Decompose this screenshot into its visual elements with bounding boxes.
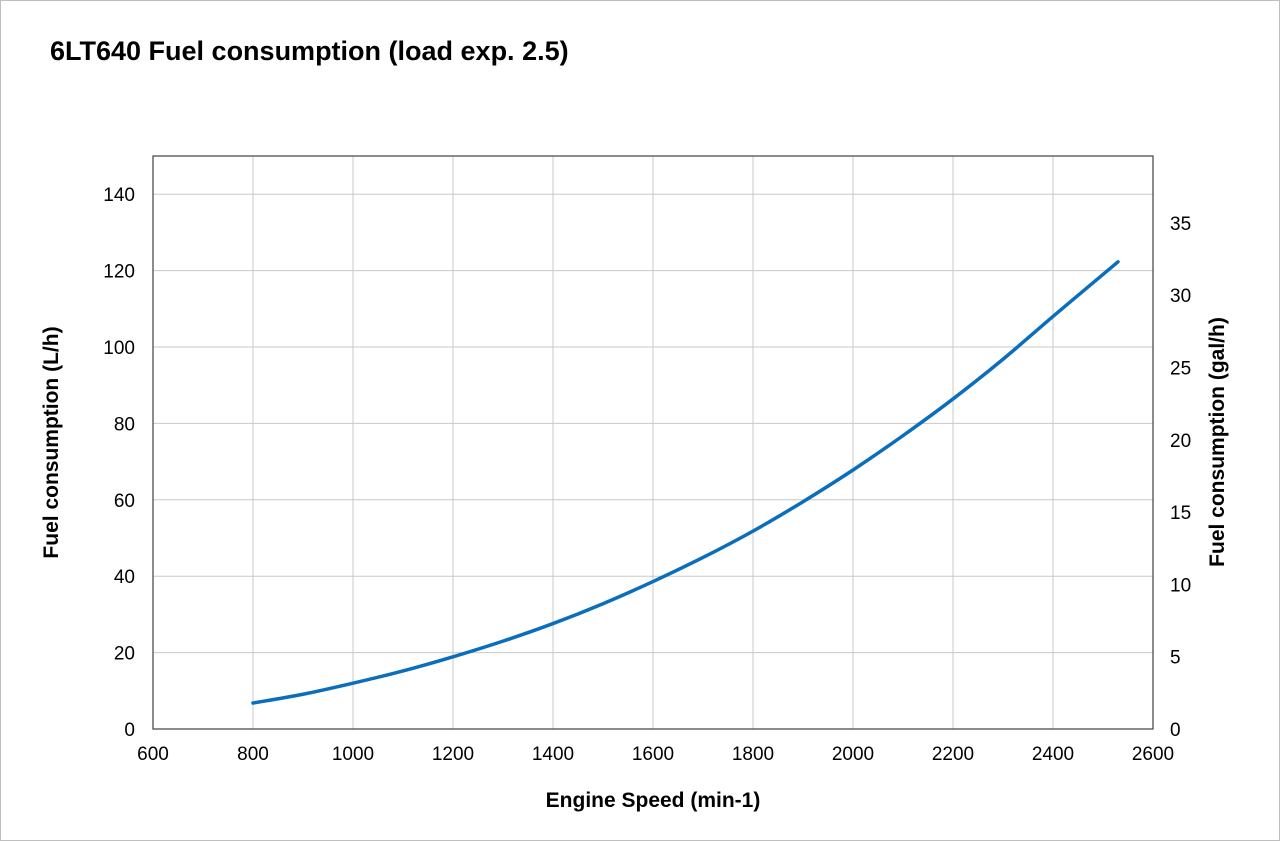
y-tick-label: 140 xyxy=(103,185,135,206)
fuel-consumption-line xyxy=(251,260,1120,705)
x-tick-label: 1800 xyxy=(732,744,774,765)
x-tick-label: 1000 xyxy=(332,744,374,765)
y2-tick-label: 15 xyxy=(1170,503,1191,524)
y2-tick-label: 0 xyxy=(1170,720,1181,741)
grid-lines xyxy=(152,156,1154,730)
y-tick-label: 120 xyxy=(103,262,135,283)
x-tick-label: 800 xyxy=(237,744,269,765)
y-tick-label: 20 xyxy=(114,644,135,665)
x-axis-label: Engine Speed (min-1) xyxy=(546,789,761,812)
y2-tick-label: 35 xyxy=(1170,214,1191,235)
x-tick-label: 2400 xyxy=(1032,744,1074,765)
y2-tick-label: 20 xyxy=(1170,431,1191,452)
y2-tick-label: 30 xyxy=(1170,286,1191,307)
series-group xyxy=(251,260,1120,705)
y2-tick-labels: 0 5 10 15 20 25 30 35 xyxy=(1170,214,1191,741)
x-tick-label: 600 xyxy=(137,744,169,765)
x-tick-label: 2200 xyxy=(932,744,974,765)
y2-tick-label: 25 xyxy=(1170,359,1191,380)
y-axis-label: Fuel consumption (L/h) xyxy=(40,326,63,558)
x-tick-label: 1200 xyxy=(432,744,474,765)
y-tick-label: 80 xyxy=(114,414,135,435)
y-tick-label: 100 xyxy=(103,338,135,359)
y2-tick-label: 10 xyxy=(1170,575,1191,596)
x-tick-label: 1400 xyxy=(532,744,574,765)
chart-title: 6LT640 Fuel consumption (load exp. 2.5) xyxy=(50,36,569,66)
x-tick-label: 2000 xyxy=(832,744,874,765)
y-tick-labels: 0 20 40 60 80 100 120 140 xyxy=(103,185,135,741)
x-tick-label: 2600 xyxy=(1132,744,1174,765)
y-tick-label: 0 xyxy=(124,720,135,741)
x-tick-label: 1600 xyxy=(632,744,674,765)
x-tick-labels: 600 800 1000 1200 1400 1600 1800 2000 2200 2400 26… xyxy=(137,744,1174,765)
plot-border xyxy=(152,155,1154,730)
y2-axis-label: Fuel consumption (gal/h) xyxy=(1206,317,1229,567)
y-tick-label: 40 xyxy=(114,567,135,588)
y2-tick-label: 5 xyxy=(1170,648,1181,669)
y-tick-label: 60 xyxy=(114,491,135,512)
